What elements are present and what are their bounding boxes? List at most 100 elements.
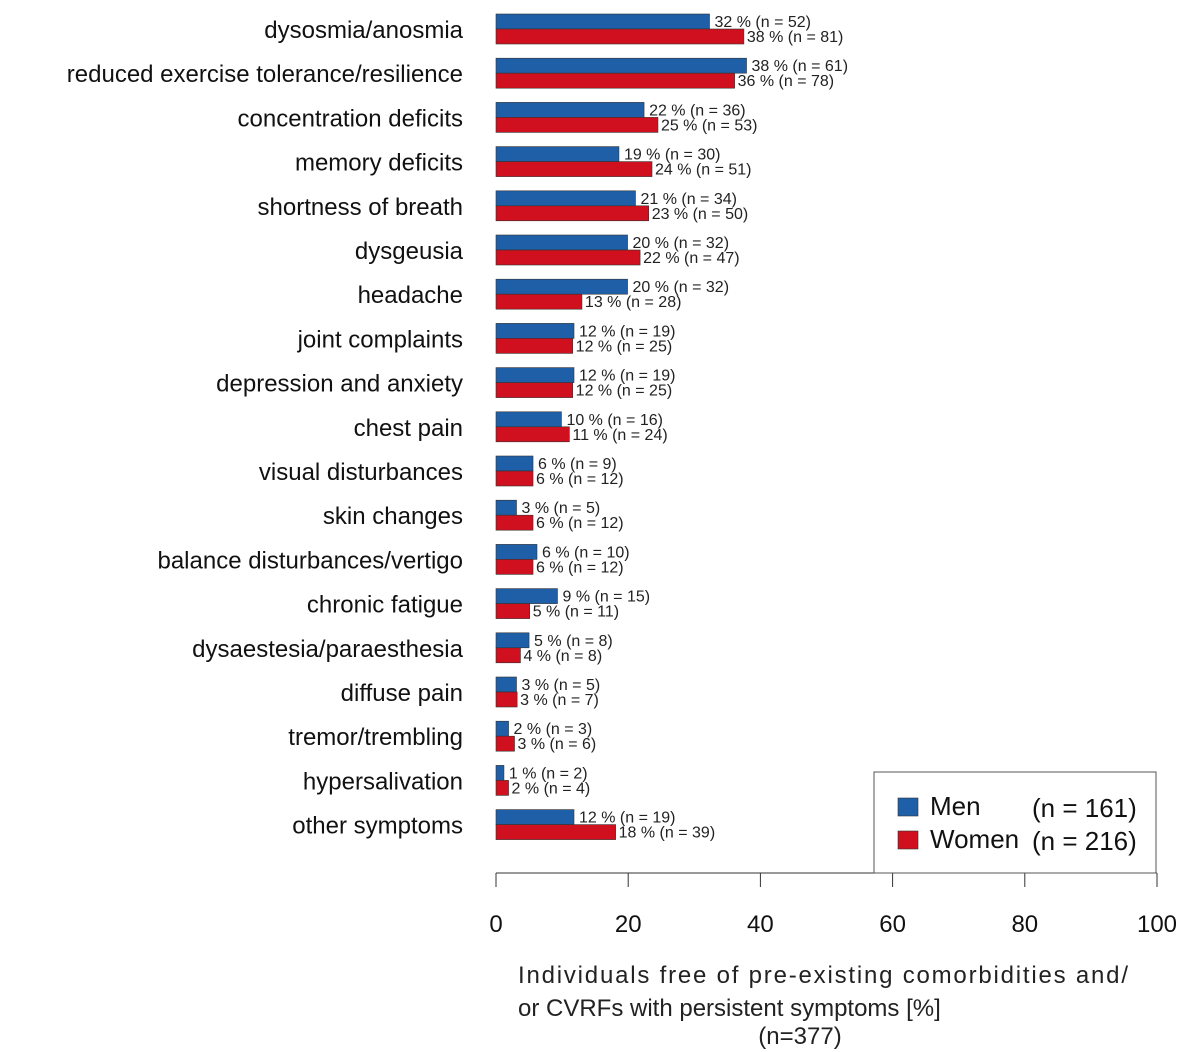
category-label: other symptoms <box>292 813 463 840</box>
x-axis-title-line: or CVRFs with persistent symptoms [%] <box>518 995 941 1022</box>
data-label-women: 12 % (n = 25) <box>576 338 673 355</box>
bar-women <box>495 426 570 443</box>
bar-women <box>495 514 534 531</box>
x-axis: 0 20 40 60 80 100 <box>489 872 1177 938</box>
bar-women <box>495 780 509 796</box>
data-label-men: 38 % (n = 61) <box>752 58 849 75</box>
data-label-men: 12 % (n = 19) <box>579 323 676 340</box>
category-label: visual disturbances <box>259 459 463 486</box>
category-label: dysosmia/anosmia <box>264 17 463 44</box>
x-tick-label: 40 <box>747 911 774 938</box>
bar-women <box>495 603 531 619</box>
data-label-women: 6 % (n = 12) <box>536 515 624 532</box>
data-label-women: 3 % (n = 6) <box>518 736 597 753</box>
data-label-men: 10 % (n = 16) <box>566 412 663 429</box>
data-label-men: 9 % (n = 15) <box>562 589 650 606</box>
bar-men <box>495 234 628 251</box>
bar-men <box>495 588 558 604</box>
bar-men <box>495 765 505 781</box>
legend-count-men: (n = 161) <box>1032 793 1137 823</box>
legend: Men (n = 161) Women (n = 216) <box>873 771 1157 874</box>
category-label: hypersalivation <box>303 768 463 795</box>
bar-men <box>495 190 636 207</box>
bar-men <box>495 411 562 428</box>
x-tick-label: 0 <box>489 911 502 938</box>
x-tick-label: 60 <box>879 911 906 938</box>
bar-men <box>495 102 645 118</box>
bar-men <box>495 632 530 649</box>
bar-women <box>495 691 518 708</box>
data-label-women: 38 % (n = 81) <box>747 29 844 46</box>
category-label: tremor/trembling <box>288 724 463 751</box>
category-label: concentration deficits <box>238 105 463 132</box>
category-label: shortness of breath <box>258 194 463 221</box>
legend-label-women: Women <box>930 824 1019 854</box>
data-label-women: 6 % (n = 12) <box>536 471 624 488</box>
data-label-men: 12 % (n = 19) <box>579 810 676 827</box>
bars <box>495 13 747 840</box>
data-label-women: 5 % (n = 11) <box>533 604 619 621</box>
data-label-men: 12 % (n = 19) <box>579 368 676 385</box>
bar-women <box>495 824 616 840</box>
category-label: chest pain <box>354 415 463 442</box>
data-label-women: 13 % (n = 28) <box>585 294 682 311</box>
bar-men <box>495 57 747 74</box>
category-label: reduced exercise tolerance/resilience <box>67 61 463 88</box>
bar-women <box>495 382 573 398</box>
category-labels: dysosmia/anosmia reduced exercise toleran… <box>67 17 464 840</box>
bar-women <box>495 249 641 266</box>
category-label: joint complaints <box>297 326 463 353</box>
data-label-women: 12 % (n = 25) <box>576 383 673 400</box>
bar-women <box>495 72 735 89</box>
bar-women <box>495 28 745 45</box>
data-label-men: 20 % (n = 32) <box>633 235 730 252</box>
data-label-women: 2 % (n = 4) <box>512 780 591 797</box>
data-label-women: 4 % (n = 8) <box>523 648 602 665</box>
data-label-men: 6 % (n = 10) <box>542 544 630 561</box>
x-tick-label: 80 <box>1011 911 1038 938</box>
data-label-women: 22 % (n = 47) <box>643 250 740 267</box>
legend-count-women: (n = 216) <box>1032 826 1137 856</box>
x-axis-title: Individuals free of pre-existing comorbi… <box>518 962 1128 1050</box>
category-label: headache <box>358 282 463 309</box>
data-label-men: 2 % (n = 3) <box>514 721 593 738</box>
data-label-men: 21 % (n = 34) <box>640 191 737 208</box>
bar-men <box>495 367 575 383</box>
bar-women <box>495 470 534 487</box>
category-label: dysgeusia <box>355 238 464 265</box>
x-axis-title-line: Individuals free of pre-existing comorbi… <box>518 962 1128 989</box>
data-label-men: 19 % (n = 30) <box>624 147 721 164</box>
bar-women <box>495 735 515 752</box>
data-label-men: 3 % (n = 5) <box>521 677 600 694</box>
legend-box <box>873 771 1157 874</box>
category-label: depression and anxiety <box>216 371 463 398</box>
bar-women <box>495 161 653 177</box>
data-label-women: 25 % (n = 53) <box>661 117 758 134</box>
data-label-women: 36 % (n = 78) <box>738 73 835 90</box>
bar-men <box>495 278 628 295</box>
data-label-women: 11 % (n = 24) <box>572 427 667 444</box>
category-label: diffuse pain <box>341 680 463 707</box>
data-label-men: 3 % (n = 5) <box>521 500 600 517</box>
bar-men <box>495 720 509 737</box>
category-label: memory deficits <box>295 150 463 177</box>
data-label-men: 20 % (n = 32) <box>633 279 730 296</box>
data-label-women: 23 % (n = 50) <box>652 206 749 223</box>
data-label-men: 6 % (n = 9) <box>538 456 617 473</box>
bar-men <box>495 544 538 560</box>
bar-men <box>495 146 620 162</box>
bar-women <box>495 647 521 664</box>
data-label-men: 22 % (n = 36) <box>649 102 746 119</box>
bar-men <box>495 809 575 825</box>
category-label: chronic fatigue <box>307 592 463 619</box>
bar-women <box>495 559 534 575</box>
bar-men <box>495 676 517 693</box>
bar-men <box>495 499 517 516</box>
bar-women <box>495 293 583 310</box>
data-label-women: 18 % (n = 39) <box>619 825 716 842</box>
category-label: dysaestesia/paraesthesia <box>192 636 463 663</box>
data-label-men: 32 % (n = 52) <box>715 14 812 31</box>
legend-swatch-women <box>897 830 919 850</box>
bar-men <box>495 455 534 472</box>
data-label-women: 3 % (n = 7) <box>520 692 599 709</box>
